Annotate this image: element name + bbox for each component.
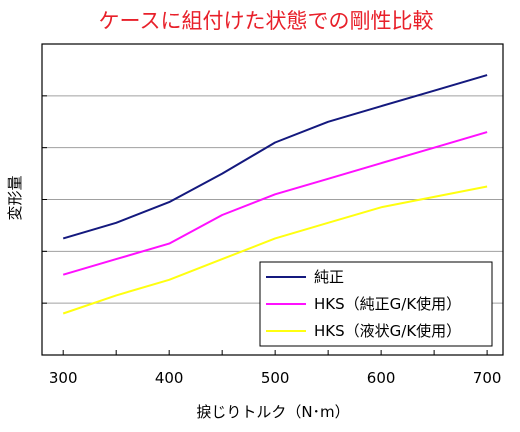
x-tick-label: 600: [367, 369, 396, 387]
legend: 純正 HKS（純正G/K使用） HKS（液状G/K使用）: [259, 261, 493, 347]
x-tick-label: 300: [49, 369, 78, 387]
series-line-3: [62, 185, 488, 315]
x-tick-label: 700: [473, 369, 502, 387]
x-tick-label: 500: [261, 369, 290, 387]
series-line-1: [62, 74, 488, 240]
legend-label-1: 純正: [314, 268, 344, 286]
x-tick-label: 400: [155, 369, 184, 387]
x-axis-ticks: 300 400 500 600 700: [49, 350, 502, 387]
legend-label-3: HKS（液状G/K使用）: [314, 322, 461, 340]
legend-label-2: HKS（純正G/K使用）: [314, 295, 461, 313]
y-axis-label: 変形量: [6, 175, 24, 220]
chart-title: ケースに組付けた状態での剛性比較: [99, 9, 434, 33]
plot-area: [41, 43, 504, 356]
x-axis-label: 捩じりトルク（N･m）: [196, 403, 349, 421]
series-line-2: [62, 131, 488, 276]
series-lines: [62, 74, 488, 315]
